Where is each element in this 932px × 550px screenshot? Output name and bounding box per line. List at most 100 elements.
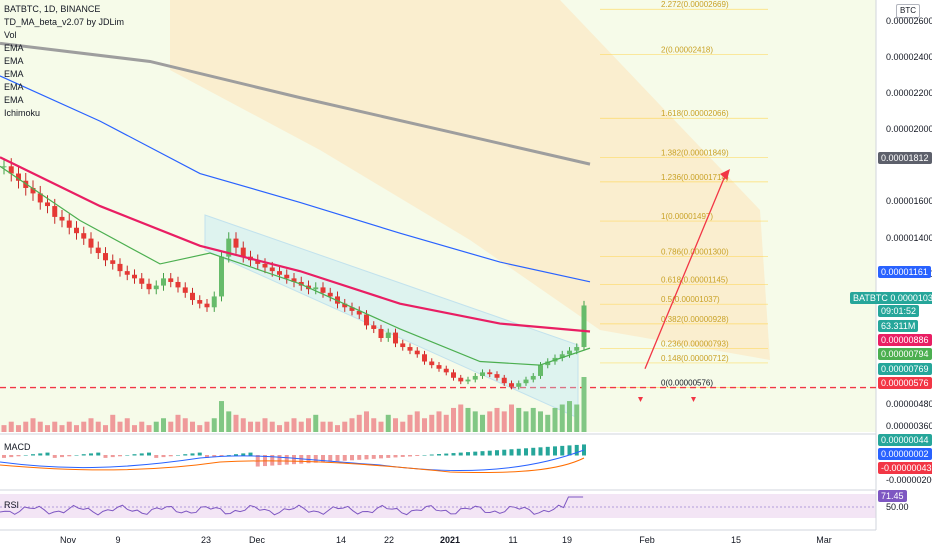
macd-tag: 0.00000044 (878, 434, 932, 446)
down-arrow-icon (691, 397, 696, 402)
fib-level-label: 0.236(0.00000793) (661, 339, 729, 348)
macd-histogram-bar (9, 455, 14, 458)
indicator-ema-2[interactable]: EMA (4, 56, 24, 66)
indicator-ema-3[interactable]: EMA (4, 69, 24, 79)
candle-body (291, 278, 297, 282)
candle-body (320, 287, 326, 293)
candle-body (509, 383, 514, 387)
fib-level-label: 2.272(0.00002669) (661, 0, 729, 9)
fib-level-label: 1.618(0.00002066) (661, 109, 729, 118)
macd-histogram-bar (524, 448, 528, 456)
candle-body (378, 328, 384, 339)
price-axis-tick: 0.00002200 (886, 87, 932, 98)
candle-body (567, 350, 572, 355)
macd-histogram-bar (429, 454, 434, 456)
volume-bar (494, 407, 500, 432)
candle-body (465, 379, 471, 382)
price-tag: 0.00000769 (878, 363, 932, 375)
macd-histogram-bar (81, 454, 86, 456)
macd-histogram-bar (553, 446, 557, 456)
volume-bar (146, 425, 152, 432)
macd-histogram-bar (408, 455, 412, 457)
price-tag: 0.00001812 (878, 152, 932, 164)
macd-histogram-bar (400, 455, 405, 457)
macd-histogram-bar (292, 455, 296, 465)
volume-bar (117, 421, 123, 432)
volume-bar (269, 421, 275, 432)
volume-bar (161, 418, 166, 432)
candle-body (37, 193, 43, 203)
candle-body (284, 274, 290, 279)
macd-histogram-bar (23, 455, 28, 456)
macd-histogram-bar (458, 452, 463, 456)
candle-body (8, 166, 14, 174)
volume-bar (545, 414, 551, 432)
macd-histogram-bar (219, 455, 224, 457)
volume-bar (472, 411, 478, 432)
target-arrow (644, 173, 727, 369)
volume-bar (559, 404, 565, 432)
volume-bar (378, 421, 384, 432)
candle-body (451, 372, 456, 378)
indicator-vol[interactable]: Vol (4, 30, 17, 40)
candle-body (124, 271, 130, 275)
macd-histogram-bar (139, 453, 144, 456)
volume-bar (139, 421, 145, 432)
macd-histogram-bar (495, 450, 499, 456)
volume-bar (37, 421, 43, 432)
macd-histogram-bar (118, 455, 122, 457)
macd-histogram-bar (103, 455, 108, 458)
candle-body (422, 354, 427, 362)
macd-histogram-bar (147, 452, 151, 456)
macd-histogram-bar (371, 455, 376, 459)
volume-bar (204, 421, 210, 432)
macd-histogram-bar (176, 455, 180, 456)
macd-histogram-bar (560, 445, 565, 456)
macd-axis-tick: -0.00000200 (886, 475, 932, 485)
macd-histogram-bar (473, 451, 478, 456)
volume-bar (52, 421, 58, 432)
indicator-td-ma[interactable]: TD_MA_beta_v2.07 by JDLim (4, 17, 125, 27)
volume-bar (429, 414, 435, 432)
indicator-ema-1[interactable]: EMA (4, 43, 24, 53)
time-axis-label: 14 (336, 535, 346, 545)
indicator-ichimoku[interactable]: Ichimoku (4, 108, 41, 118)
volume-bar (153, 421, 159, 432)
macd-histogram-bar (190, 453, 195, 456)
candle-body (182, 287, 188, 293)
macd-histogram-bar (487, 450, 492, 456)
indicator-ema-4[interactable]: EMA (4, 82, 24, 92)
macd-histogram-bar (357, 455, 362, 460)
macd-histogram-bar (74, 455, 79, 456)
macd-histogram-bar (393, 455, 398, 458)
candle-body (574, 347, 580, 351)
candle-body (190, 292, 195, 301)
candle-body (400, 343, 406, 348)
macd-histogram-bar (270, 455, 275, 466)
macd-histogram-bar (328, 455, 333, 462)
candle-body (472, 375, 478, 380)
price-tag: 0.00000794 (878, 348, 932, 360)
macd-histogram-bar (168, 455, 173, 457)
time-axis-label: Feb (639, 535, 655, 545)
volume-bar (567, 401, 572, 432)
volume-bar (530, 407, 536, 432)
indicator-ema-5[interactable]: EMA (4, 95, 24, 105)
price-tag: 09:01:52 (878, 305, 920, 317)
candle-body (356, 310, 362, 315)
volume-bar (226, 411, 232, 432)
candle-body (240, 247, 246, 257)
volume-bar (211, 418, 217, 432)
price-tag: 0.00000886 (878, 334, 932, 346)
volume-bar (458, 404, 464, 432)
volume-bar (313, 414, 319, 432)
volume-bar (414, 411, 420, 432)
currency-button[interactable]: BTC (896, 4, 920, 18)
volume-bar (443, 414, 449, 432)
macd-histogram-bar (234, 454, 238, 456)
volume-bar (103, 425, 108, 432)
volume-bar (501, 411, 507, 432)
candle-body (110, 260, 116, 264)
macd-histogram-bar (335, 455, 340, 462)
